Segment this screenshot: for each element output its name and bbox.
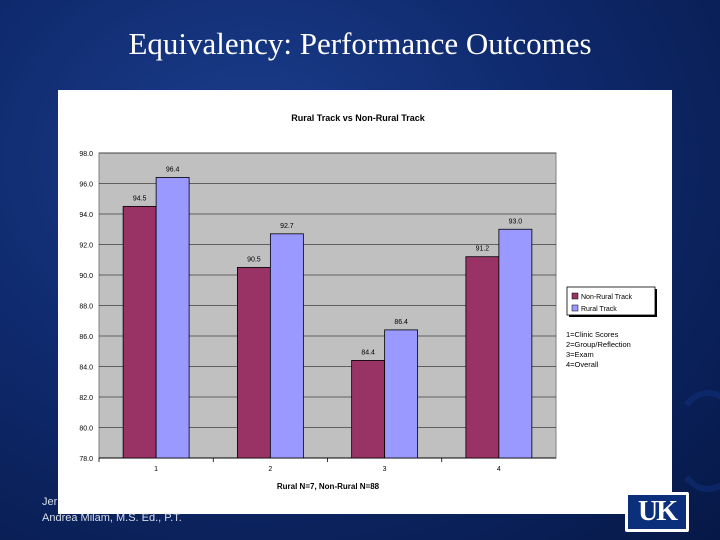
bar-rural: [269, 233, 304, 459]
chart-panel: Rural Track vs Non-Rural Track 78.0 80.0 82…: [58, 90, 672, 514]
decorative-arc: [672, 390, 720, 492]
y-tick-label: 78.0: [79, 456, 93, 463]
data-label: 96.4: [166, 166, 180, 173]
y-tick-label: 80.0: [79, 426, 93, 433]
bar-rural: [498, 228, 533, 459]
university-logo: UK: [625, 492, 689, 532]
legend-label: Non-Rural Track: [581, 294, 632, 301]
bar-non-rural: [122, 205, 157, 459]
x-axis-label: Rural N=7, Non-Rural N=88: [277, 482, 380, 491]
bar-non-rural: [236, 266, 271, 459]
x-tick-label: 1: [154, 466, 158, 473]
category-key-line: 3=Exam: [566, 350, 594, 359]
legend-swatch-non-rural: [571, 292, 579, 300]
data-label: 93.0: [509, 218, 523, 225]
data-label: 84.4: [361, 349, 375, 356]
chart-title: Rural Track vs Non-Rural Track: [291, 113, 426, 123]
bar-non-rural: [351, 359, 386, 459]
x-tick-label: 2: [268, 466, 272, 473]
legend-box: [566, 286, 656, 316]
slide-title: Equivalency: Performance Outcomes: [128, 26, 592, 61]
data-label: 86.4: [394, 319, 408, 326]
y-tick-label: 90.0: [79, 273, 93, 280]
y-tick-label: 92.0: [79, 243, 93, 250]
y-tick-label: 82.0: [79, 395, 93, 402]
data-label: 91.2: [476, 246, 490, 253]
y-tick-label: 98.0: [79, 151, 93, 158]
x-tick-label: 3: [383, 466, 387, 473]
legend-swatch-rural: [571, 304, 579, 312]
bar-rural: [155, 177, 190, 459]
data-label: 92.7: [280, 223, 294, 230]
y-tick-label: 84.0: [79, 365, 93, 372]
bar-rural: [384, 329, 419, 459]
category-key-line: 2=Group/Reflection: [566, 340, 631, 349]
data-label: 94.5: [133, 195, 147, 202]
category-key-line: 1=Clinic Scores: [566, 330, 619, 339]
footer-author-partial: Jer: [42, 496, 58, 508]
footer-author: Andrea Milam, M.S. Ed., P.T.: [42, 512, 182, 524]
category-key-line: 4=Overall: [566, 360, 599, 369]
bar-non-rural: [465, 256, 500, 459]
bar-chart: Rural Track vs Non-Rural Track 78.0 80.0 82…: [79, 113, 657, 491]
y-tick-label: 94.0: [79, 212, 93, 219]
legend-label: Rural Track: [581, 306, 617, 313]
data-label: 90.5: [247, 256, 261, 263]
logo-text: UK: [628, 495, 686, 529]
x-tick-label: 4: [497, 466, 501, 473]
y-tick-label: 96.0: [79, 182, 93, 189]
y-tick-label: 88.0: [79, 304, 93, 311]
y-tick-label: 86.0: [79, 334, 93, 341]
